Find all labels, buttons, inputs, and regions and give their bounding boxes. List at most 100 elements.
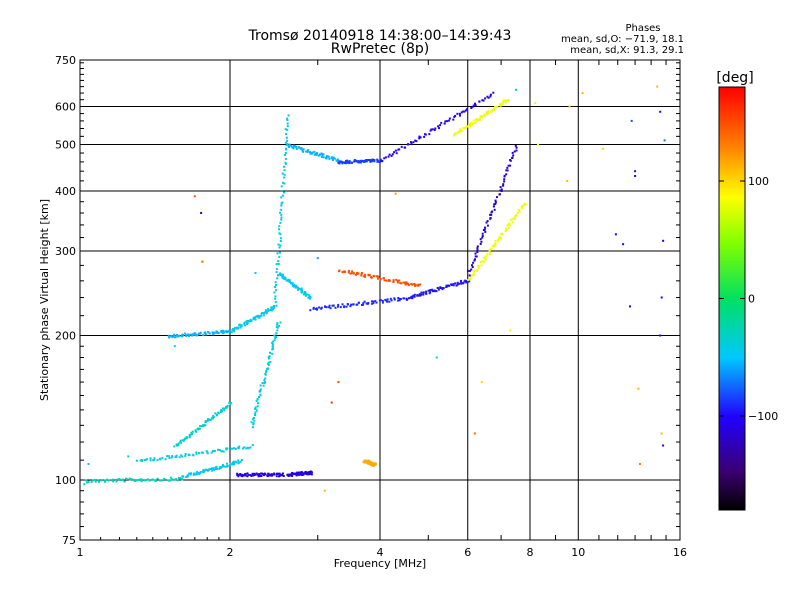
scatter-point <box>639 463 641 465</box>
echo-point <box>397 297 400 299</box>
echo-point <box>264 309 267 312</box>
echo-point <box>405 298 408 301</box>
echo-point <box>163 477 166 480</box>
echo-point <box>130 478 133 481</box>
echo-point <box>251 418 254 421</box>
echo-point <box>245 320 248 323</box>
echo-point <box>153 458 156 461</box>
echo-point <box>247 447 250 450</box>
echo-point <box>413 293 416 296</box>
echo-point <box>359 161 362 164</box>
echo-point <box>364 275 367 278</box>
echo-point <box>347 269 350 272</box>
echo-point <box>375 462 377 465</box>
echo-point <box>161 456 164 459</box>
echo-point <box>349 272 352 275</box>
echo-point <box>146 458 148 461</box>
echo-point <box>203 424 206 427</box>
echo-point <box>367 273 370 276</box>
echo-point <box>281 201 284 204</box>
echo-point <box>286 122 289 125</box>
echo-point <box>398 148 401 151</box>
echo-point <box>284 128 287 131</box>
echo-point <box>320 152 323 155</box>
x-tick-label: 16 <box>673 546 687 559</box>
echo-point <box>292 147 295 150</box>
echo-point <box>223 409 226 412</box>
echo-point <box>275 473 278 475</box>
echo-point <box>287 114 290 117</box>
echo-point <box>294 285 297 288</box>
echo-point <box>268 474 271 477</box>
echo-point <box>281 474 284 477</box>
plot-area: 1 2 4 6 8 10 16 75 100 200 300 400 500 600 750 <box>55 54 687 559</box>
echo-point <box>398 299 401 302</box>
echo-point <box>369 462 371 465</box>
scatter-point <box>629 305 631 308</box>
echo-trace <box>362 459 377 467</box>
echo-trace <box>135 444 254 462</box>
echo-point <box>474 258 476 261</box>
echo-point <box>257 314 259 317</box>
echo-point <box>500 237 502 240</box>
echo-point <box>166 479 169 482</box>
echo-point <box>279 244 282 247</box>
scatter-point <box>659 110 662 113</box>
echo-point <box>211 331 214 334</box>
echo-point <box>502 183 505 186</box>
echo-point <box>418 137 421 140</box>
echo-point <box>191 334 194 337</box>
echo-point <box>176 444 179 447</box>
echo-point <box>487 110 490 113</box>
echo-point <box>285 147 288 150</box>
echo-point <box>424 133 426 136</box>
echo-point <box>456 281 459 284</box>
echo-point <box>471 266 474 268</box>
echo-point <box>373 464 375 467</box>
echo-point <box>278 232 281 235</box>
y-tick-label: 300 <box>55 245 76 258</box>
echo-point <box>351 161 353 164</box>
echo-point <box>258 473 261 475</box>
echo-point <box>254 411 257 414</box>
echo-point <box>274 289 277 292</box>
echo-trace <box>380 91 495 163</box>
echo-point <box>207 331 210 334</box>
echo-point <box>338 162 341 165</box>
echo-point <box>453 134 456 137</box>
x-tick-label: 6 <box>464 546 471 559</box>
echo-point <box>144 458 147 461</box>
echo-point <box>212 415 215 418</box>
echo-point <box>176 334 179 336</box>
echo-point <box>466 108 468 111</box>
echo-point <box>94 479 97 481</box>
echo-point <box>217 332 220 334</box>
echo-point <box>275 336 277 339</box>
echo-point <box>303 293 306 296</box>
echo-point <box>468 124 470 127</box>
echo-point <box>188 436 191 439</box>
echo-point <box>501 233 504 235</box>
echo-point <box>241 473 244 476</box>
colorbar-ticks: 100 0 −100 <box>719 175 778 423</box>
echo-point <box>492 205 495 208</box>
echo-point <box>277 274 280 277</box>
echo-point <box>478 100 481 103</box>
echo-point <box>450 283 453 286</box>
echo-point <box>399 298 402 300</box>
echo-point <box>460 282 463 285</box>
echo-point <box>306 471 309 474</box>
scatter-point <box>662 239 665 242</box>
scatter-point <box>659 334 662 337</box>
echo-point <box>494 199 497 202</box>
x-tick-label: 1 <box>77 546 84 559</box>
echo-point <box>286 125 289 128</box>
echo-point <box>474 104 477 107</box>
echo-point <box>364 273 367 276</box>
echo-point <box>137 478 140 481</box>
echo-point <box>264 377 267 380</box>
echo-point <box>464 279 467 282</box>
echo-point <box>498 102 501 105</box>
echo-point <box>470 268 473 271</box>
echo-point <box>251 472 254 475</box>
